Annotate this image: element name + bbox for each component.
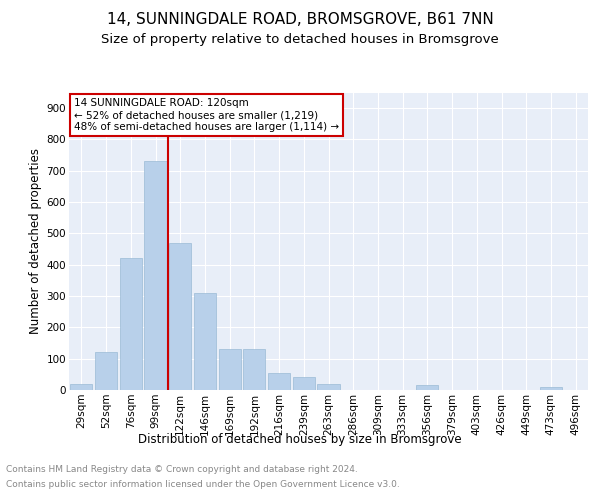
Bar <box>243 350 265 390</box>
Text: Contains HM Land Registry data © Crown copyright and database right 2024.: Contains HM Land Registry data © Crown c… <box>6 465 358 474</box>
Text: Size of property relative to detached houses in Bromsgrove: Size of property relative to detached ho… <box>101 32 499 46</box>
Bar <box>317 384 340 390</box>
Bar <box>169 243 191 390</box>
Bar <box>268 373 290 390</box>
Bar <box>95 352 117 390</box>
Bar <box>540 387 562 390</box>
Bar <box>416 386 439 390</box>
Bar <box>218 350 241 390</box>
Bar <box>119 258 142 390</box>
Text: 14, SUNNINGDALE ROAD, BROMSGROVE, B61 7NN: 14, SUNNINGDALE ROAD, BROMSGROVE, B61 7N… <box>107 12 493 28</box>
Text: 14 SUNNINGDALE ROAD: 120sqm
← 52% of detached houses are smaller (1,219)
48% of : 14 SUNNINGDALE ROAD: 120sqm ← 52% of det… <box>74 98 340 132</box>
Bar <box>145 162 167 390</box>
Bar <box>293 378 315 390</box>
Y-axis label: Number of detached properties: Number of detached properties <box>29 148 43 334</box>
Text: Contains public sector information licensed under the Open Government Licence v3: Contains public sector information licen… <box>6 480 400 489</box>
Text: Distribution of detached houses by size in Bromsgrove: Distribution of detached houses by size … <box>138 432 462 446</box>
Bar <box>70 384 92 390</box>
Bar <box>194 293 216 390</box>
